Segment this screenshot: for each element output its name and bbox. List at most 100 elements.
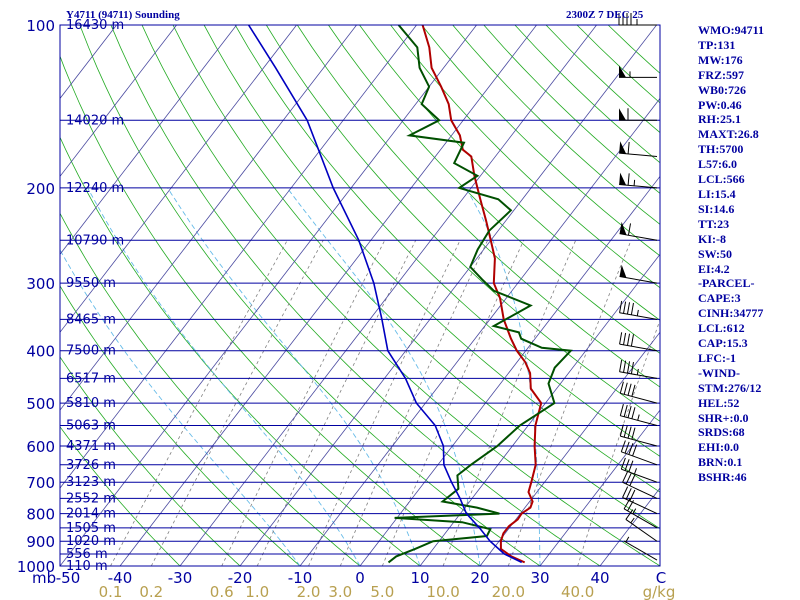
wind-barb <box>619 264 658 284</box>
moist-adiabat <box>286 187 481 566</box>
wind-barb-full <box>629 489 636 502</box>
wind-barb-full <box>627 141 630 154</box>
wind-barb-flag <box>619 141 627 154</box>
wind-barb-full <box>625 509 634 520</box>
wind-barb-staff <box>619 312 658 320</box>
sounding-index: LCL:612 <box>698 321 745 336</box>
height-label: 556 m <box>66 547 108 562</box>
wind-barb-full <box>630 361 634 374</box>
wind-barb-staff <box>622 481 658 499</box>
mixing-ratio-line <box>339 240 488 566</box>
wind-barb-full <box>622 471 629 483</box>
temperature-tick-label: -30 <box>168 569 193 587</box>
sounding-index: SRDS:68 <box>698 425 745 440</box>
mixing-ratio-tick-label: 0.2 <box>139 583 163 600</box>
isotherm <box>239 25 657 566</box>
wind-barb-flag <box>619 108 626 121</box>
height-label: 8465 m <box>66 312 116 327</box>
isotherm <box>60 25 417 489</box>
sounding-index: LCL:566 <box>698 172 745 187</box>
sounding-index: -PARCEL- <box>698 276 755 291</box>
wind-barb-full <box>627 383 632 396</box>
isotherm <box>179 25 597 566</box>
wind-barb-full <box>619 300 623 313</box>
wind-barb-full <box>632 444 638 457</box>
wind-barb-full <box>623 425 628 438</box>
dry-adiabat <box>172 25 660 530</box>
sounding-index: L57:6.0 <box>698 157 737 172</box>
wind-barb-full <box>623 405 628 417</box>
sounding-index: WB0:726 <box>698 82 746 97</box>
wind-barb-staff <box>619 343 658 352</box>
pressure-tick-label: 1000 <box>17 558 55 576</box>
pressure-tick-label: 800 <box>26 506 55 524</box>
isotherm <box>539 409 660 566</box>
wind-barb-full <box>630 334 634 347</box>
height-label: 4371 m <box>66 439 116 454</box>
height-label: 5810 m <box>66 396 116 411</box>
wind-barb-staff <box>621 451 658 466</box>
wind-barb-full <box>627 223 632 236</box>
sounding-index: CAPE:3 <box>698 291 741 306</box>
mixing-ratio-line <box>308 240 461 566</box>
wind-barb-full <box>622 486 629 498</box>
observation-time: 2300Z 7 DEC 25 <box>566 9 644 21</box>
isotherm <box>419 253 660 566</box>
wind-barb-staff <box>619 152 658 157</box>
wind-barb-flag <box>619 221 627 235</box>
dry-adiabat <box>141 25 660 566</box>
mixing-ratio-tick-label: 0.6 <box>210 583 234 600</box>
sounding-index: SW:50 <box>698 246 733 261</box>
sounding-index: MW:176 <box>698 52 743 67</box>
celsius-unit: C <box>656 569 666 587</box>
dry-adiabat <box>79 25 541 566</box>
wind-barb-flag <box>619 264 627 278</box>
sounding-index: -WIND- <box>698 365 740 380</box>
temperature-tick-label: -50 <box>56 569 81 587</box>
isotherm <box>60 25 177 178</box>
wind-barb-half <box>632 508 637 515</box>
wind-barb <box>619 65 657 78</box>
height-label: 7500 m <box>66 344 116 359</box>
wind-barb <box>622 486 658 515</box>
wind-barb-staff <box>620 415 658 427</box>
wind-barb-full <box>631 384 636 397</box>
wind-barb-full <box>628 443 634 455</box>
height-label: 12240 m <box>66 181 124 196</box>
pressure-tick-label: 300 <box>26 275 55 293</box>
wind-barb-half <box>633 179 636 186</box>
wind-barb-staff <box>623 540 658 561</box>
pressure-tick-label: 500 <box>26 395 55 413</box>
isotherm <box>359 175 660 566</box>
height-label: 2552 m <box>66 491 116 506</box>
mixing-ratio-tick-label: 1.0 <box>245 583 269 600</box>
sounding-index: LI:15.4 <box>698 186 736 201</box>
wind-barb <box>619 359 658 379</box>
temperature-tick-label: -40 <box>108 569 133 587</box>
sounding-index: BSHR:46 <box>698 470 747 485</box>
wind-barb <box>619 300 658 320</box>
wind-barb-full <box>626 361 631 374</box>
wind-barb <box>619 403 658 427</box>
mixing-ratio-tick-label: 2.0 <box>297 583 321 600</box>
height-label: 16430 m <box>66 18 124 33</box>
wind-barb <box>619 108 657 121</box>
wind-barb-full <box>619 332 623 345</box>
sounding-index: MAXT:26.8 <box>698 127 759 142</box>
wind-barb-full <box>624 459 630 471</box>
wind-barb-full <box>619 403 624 416</box>
parcel-trace <box>247 25 523 564</box>
temperature-trace <box>421 25 543 564</box>
wind-barb-half <box>636 368 639 376</box>
wind-barb-half <box>633 468 637 475</box>
wind-barb <box>619 424 658 447</box>
wind-barb-full <box>620 440 626 452</box>
wind-barb-full <box>631 407 636 419</box>
mixing-ratio-tick-label: 20.0 <box>492 583 525 600</box>
wind-barb-staff <box>620 392 658 404</box>
isotherm <box>60 25 237 255</box>
wind-barb <box>623 536 658 561</box>
wind-barb-full <box>619 381 624 394</box>
wind-barb <box>622 471 658 499</box>
isotherm <box>60 25 477 566</box>
